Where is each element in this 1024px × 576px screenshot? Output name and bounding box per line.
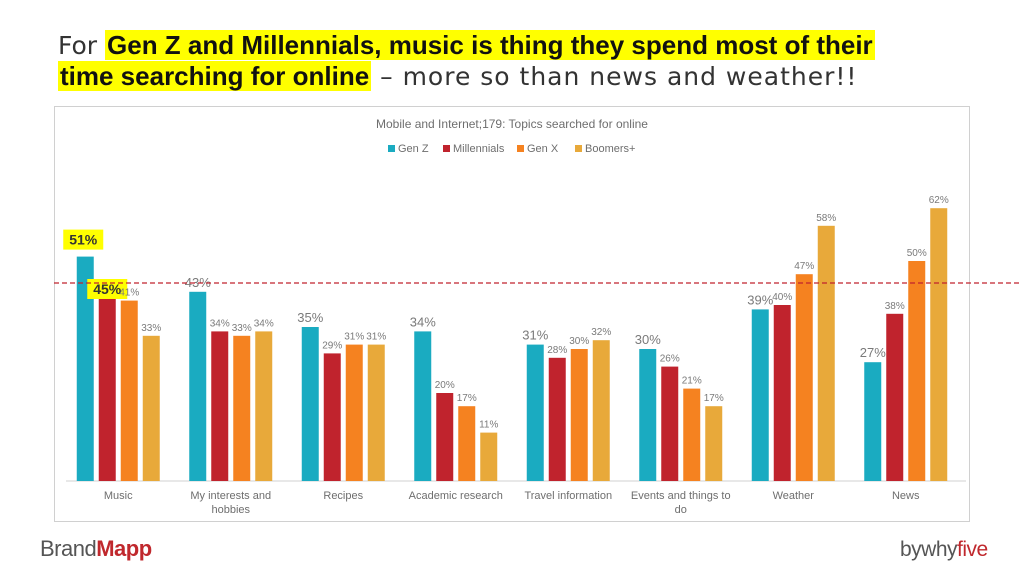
legend-label: Boomers+ [585,143,635,155]
data-label: 20% [435,380,455,391]
data-label: 30% [569,336,589,347]
brand-logo-accent: Mapp [96,536,152,561]
data-label-highlight [63,229,104,250]
bar [908,261,926,481]
data-label: 45% [93,281,122,297]
legend-swatch [517,145,524,152]
bar [683,388,701,481]
bar [817,225,835,481]
data-label: 27% [860,345,886,360]
data-label: 62% [929,195,949,206]
data-label: 21% [682,376,702,387]
bar [233,335,251,481]
bar [864,362,882,481]
bar [323,353,341,481]
byline-logo-plain: bywhy [900,538,958,561]
brand-logo-plain: Brand [40,536,97,561]
bar [705,406,723,481]
bar [480,432,498,481]
bar [255,331,273,481]
bar [773,305,791,481]
data-label: 28% [547,345,567,356]
bar [458,406,476,481]
bar [570,349,588,481]
chart-frame [54,106,970,522]
bar [639,349,657,481]
data-label: 34% [410,314,436,329]
headline-highlight-line1: Gen Z and Millennials, music is thing th… [105,30,875,60]
category-label: Weather [773,490,815,502]
bar [930,208,948,481]
data-label: 51% [69,232,98,248]
data-label: 40% [772,292,792,303]
bar [120,300,138,481]
data-label: 26% [660,354,680,365]
bar [211,331,229,481]
data-label: 11% [479,420,498,431]
data-label: 33% [141,323,161,334]
data-label: 39% [747,292,773,307]
chart-title: Mobile and Internet;179: Topics searched… [376,117,648,131]
byline-logo-accent: five [957,538,988,561]
data-label: 38% [885,301,905,312]
legend-swatch [388,145,395,152]
data-label: 34% [254,318,274,329]
bar [142,335,160,481]
data-label: 33% [232,323,252,334]
bar [345,344,363,481]
bar [886,313,904,481]
bar [98,283,116,481]
data-label: 43% [185,275,211,290]
data-label: 31% [366,332,386,343]
bar [548,357,566,481]
bar [526,344,544,481]
slide-headline: For Gen Z and Millennials, music is thin… [58,30,988,92]
data-label: 47% [794,261,814,272]
bar [301,327,319,481]
legend-label: Millennials [453,143,505,155]
data-label: 32% [591,327,611,338]
bar [189,291,207,481]
category-label: News [892,490,920,502]
category-label: Events and things to do [631,490,731,516]
category-label: Academic research [409,490,503,502]
bar [414,331,432,481]
category-label: Travel information [524,490,612,502]
data-label: 41% [119,288,139,299]
legend-swatch [575,145,582,152]
category-label: My interests and hobbies [190,490,271,516]
category-label: Music [104,490,133,502]
brandmapp-logo: BrandMapp [40,536,152,562]
headline-highlight-line2: time searching for online [58,61,372,91]
headline-suffix: – more so than news and weather!! [371,62,858,91]
bar [436,393,454,481]
data-label: 30% [635,332,661,347]
bar [751,309,769,481]
data-label: 31% [344,332,364,343]
data-label: 17% [457,393,477,404]
data-label-highlight [87,279,128,299]
bar [661,366,679,481]
legend-label: Gen Z [398,143,429,155]
legend-swatch [443,145,450,152]
data-label: 29% [322,340,342,351]
category-label: Recipes [323,490,363,502]
data-label: 31% [522,328,548,343]
bar [76,256,94,481]
data-label: 17% [704,393,724,404]
bar [795,274,813,481]
data-label: 34% [210,318,230,329]
bar [592,340,610,481]
legend-label: Gen X [527,143,559,155]
data-label: 35% [297,310,323,325]
headline-prefix: For [58,31,106,60]
bywhyfive-logo: bywhyfive [900,538,988,562]
data-label: 58% [816,213,836,224]
data-label: 50% [907,248,927,259]
bar [367,344,385,481]
